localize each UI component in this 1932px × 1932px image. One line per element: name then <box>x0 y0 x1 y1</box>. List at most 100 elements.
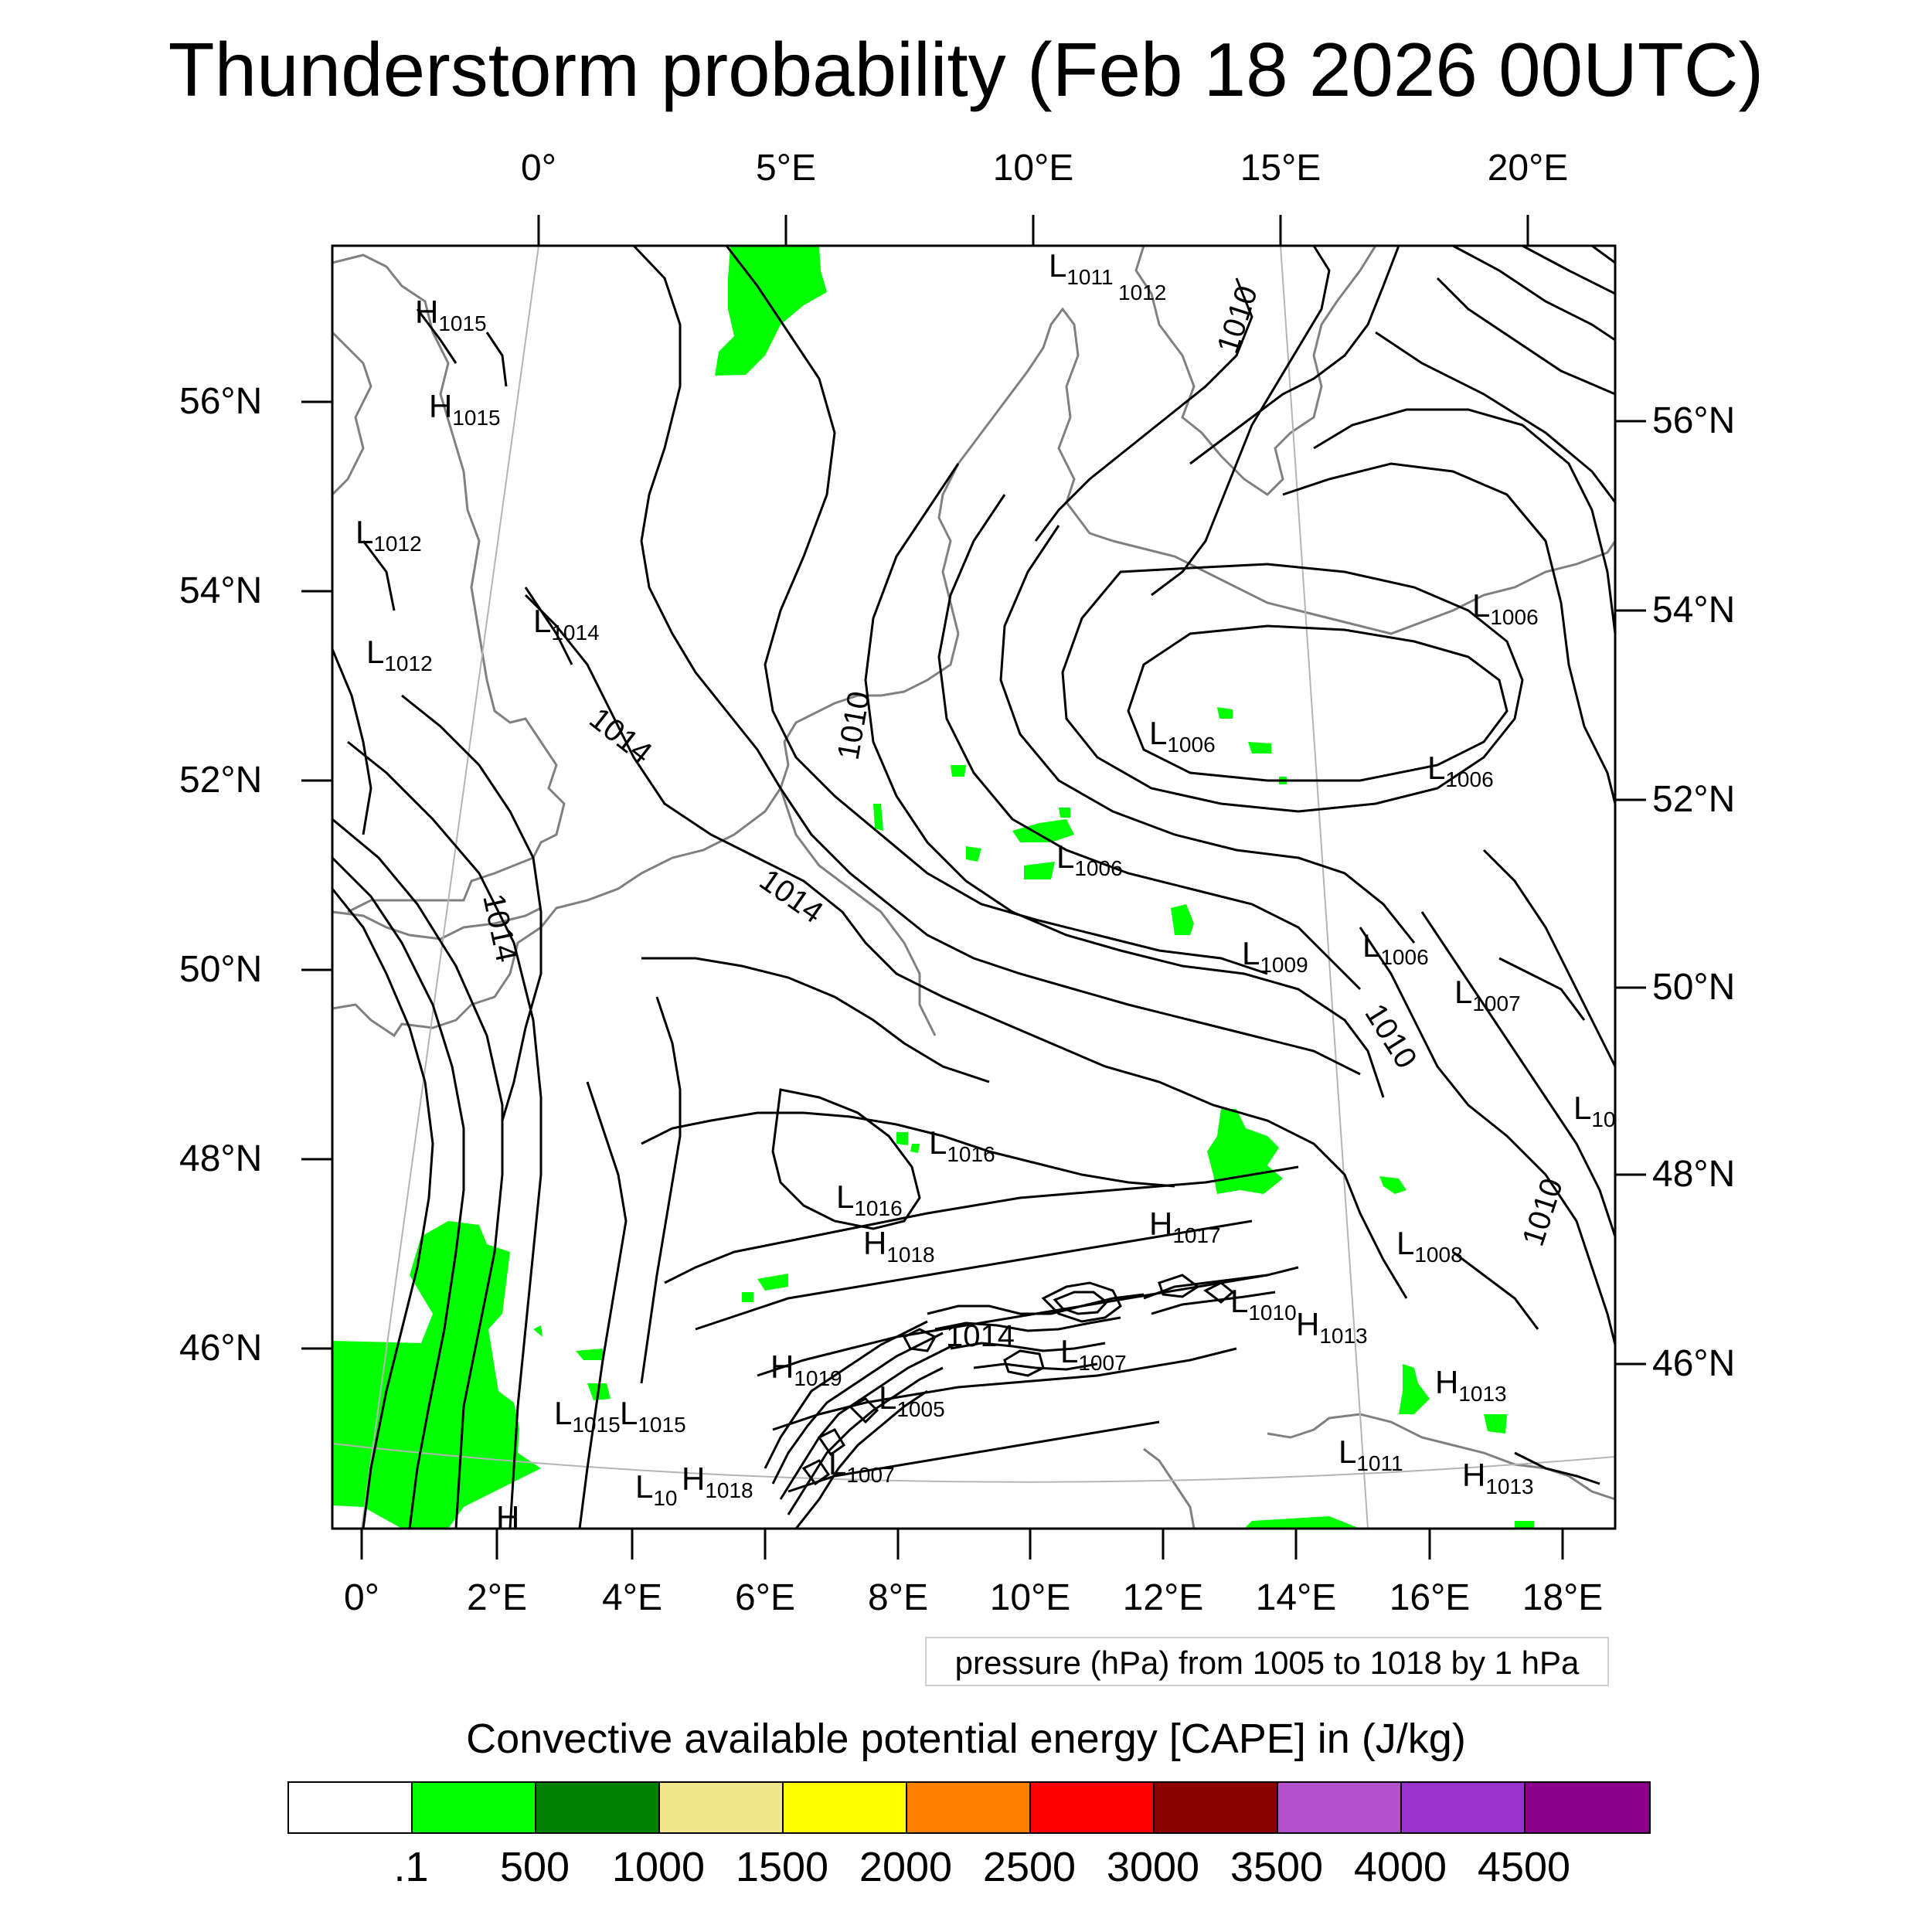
cape-area-germany3 <box>966 846 981 862</box>
top-axis-label: 10°E <box>992 148 1074 189</box>
cape-area-alps-s <box>896 1132 908 1145</box>
right-axis-label: 54°N <box>1652 590 1736 631</box>
coastline-netherlands <box>779 633 960 789</box>
colorbar-label: 500 <box>499 1844 570 1890</box>
colorbar-label: 4500 <box>1477 1844 1571 1890</box>
isobar-ne-9 <box>1313 408 1615 634</box>
isobar-west-3 <box>332 818 504 1529</box>
top-axis-label: 0° <box>521 148 556 189</box>
pressure-center-label: L1008 <box>1396 1225 1463 1267</box>
map-frame <box>331 244 1617 1530</box>
right-axis-label: 56°N <box>1652 400 1736 441</box>
coastline-france-north <box>332 787 782 1038</box>
isobar-ne-2 <box>1034 277 1253 542</box>
top-axis-label: 5°E <box>756 148 816 189</box>
cape-area-benelux <box>873 804 883 831</box>
pressure-center-label: L1007 <box>1060 1333 1127 1375</box>
pressure-contour-note: pressure (hPa) from 1005 to 1018 by 1 hP… <box>925 1637 1609 1686</box>
isobar-label: 1010 <box>1516 1175 1570 1250</box>
pressure-center-label: L1012 <box>366 634 433 675</box>
pressure-center-label: L1006 <box>1427 750 1494 791</box>
cape-area-france-west <box>332 1221 541 1529</box>
colorbar-cell <box>289 1783 413 1832</box>
isobar-france-interior-1 <box>578 1081 628 1529</box>
left-axis-label: 46°N <box>179 1328 263 1369</box>
cape-area-c2 <box>533 1325 543 1337</box>
coastline-denmark <box>937 307 1114 634</box>
isobar-east-1 <box>1359 927 1615 1345</box>
right-axis-label: 52°N <box>1652 779 1736 820</box>
isobar-label: 1014 <box>946 1319 1015 1353</box>
top-axis-label: 20°E <box>1487 148 1569 189</box>
pressure-center-label: L1009 <box>1242 935 1308 977</box>
right-axis-label: 48°N <box>1652 1154 1736 1195</box>
isobar-ne-10 <box>1282 462 1615 804</box>
colorbar-cell <box>1155 1783 1278 1832</box>
isobar-france-interior-2 <box>640 996 682 1384</box>
cape-area-north-sea <box>715 246 827 376</box>
isobar-label: 1010 <box>1358 998 1423 1074</box>
isobar-1014-west <box>401 694 543 1121</box>
isobar-alps-3 <box>757 1274 1268 1377</box>
isobar-label: 1014 <box>753 862 829 930</box>
left-axis-label: 50°N <box>179 949 263 990</box>
colorbar-label: 3000 <box>1106 1844 1200 1890</box>
colorbar-label: 1500 <box>735 1844 829 1890</box>
bottom-axis-label: 8°E <box>868 1577 928 1618</box>
isobar-scotland-2 <box>485 332 508 387</box>
isobar-1016-loop <box>771 1088 921 1230</box>
isobar-scotland-4 <box>524 587 573 665</box>
coastline-sweden <box>1134 246 1377 496</box>
isobar-east-small-2 <box>1452 1250 1539 1330</box>
right-axis-label: 50°N <box>1652 967 1736 1008</box>
top-axis-label: 15°E <box>1240 148 1321 189</box>
left-axis-label: 52°N <box>179 760 263 801</box>
bottom-axis-label: 6°E <box>735 1577 795 1618</box>
axis-ticks <box>301 215 1646 1560</box>
cape-area-croatia <box>1515 1521 1534 1529</box>
bottom-axis-label: 10°E <box>989 1577 1071 1618</box>
pressure-center-label: H1018 <box>682 1461 753 1502</box>
bottom-axis-label: 12°E <box>1122 1577 1204 1618</box>
cape-area-poland-b <box>1171 904 1194 935</box>
pressure-center-label: H <box>496 1499 519 1536</box>
colorbar-cell <box>660 1783 784 1832</box>
colorbar-label: 4000 <box>1353 1844 1447 1890</box>
cape-area-poland-a <box>951 765 966 777</box>
bottom-axis-label: 18°E <box>1522 1577 1604 1618</box>
isobar-ne-4 <box>1436 277 1615 396</box>
isobar-alps-1 <box>664 1165 1299 1284</box>
pressure-center-label: L1016 <box>929 1124 995 1166</box>
isobar-east-3 <box>1482 849 1615 1067</box>
isobar-labels: 1010 1014 1010 1014 1014 1014 1010 1010 <box>476 282 1570 1353</box>
isobar-1014-main <box>524 594 1408 1299</box>
cape-area-bay <box>576 1349 603 1360</box>
isobar-1007 <box>1061 563 1524 813</box>
cape-area-germany4 <box>1059 808 1070 818</box>
alps-dense-contours <box>764 1266 1299 1529</box>
cape-area-germany2 <box>1024 862 1055 879</box>
pressure-center-label: L1006 <box>1362 927 1429 969</box>
isobar-scotland-3 <box>362 540 396 611</box>
left-axis-label: 48°N <box>179 1138 263 1179</box>
isobar-ne-8 <box>1591 246 1615 264</box>
isobars <box>332 246 1615 1529</box>
pressure-center-label: H1019 <box>770 1349 842 1390</box>
colorbar-cell <box>784 1783 907 1832</box>
colorbar-cell <box>1526 1783 1649 1832</box>
pressure-center-label: H1017 <box>1149 1206 1221 1247</box>
isobar-west-2 <box>332 856 465 1529</box>
isobar-scotland-1 <box>416 308 457 364</box>
cape-area-alps-s2 <box>910 1144 920 1153</box>
colorbar-cell <box>1402 1783 1526 1832</box>
pressure-center-label: H1013 <box>1435 1364 1507 1406</box>
colorbar-label: 2000 <box>859 1844 953 1890</box>
border-france <box>779 787 937 1036</box>
pressure-center-label: 1012 <box>1118 281 1166 304</box>
cape-area-poland-c <box>1217 707 1233 719</box>
isobar-west-1 <box>332 888 434 1529</box>
pressure-center-label: H1013 <box>1462 1457 1534 1498</box>
isobar-1010-low <box>864 463 1385 1098</box>
pressure-center-label: L1016 <box>836 1179 903 1220</box>
